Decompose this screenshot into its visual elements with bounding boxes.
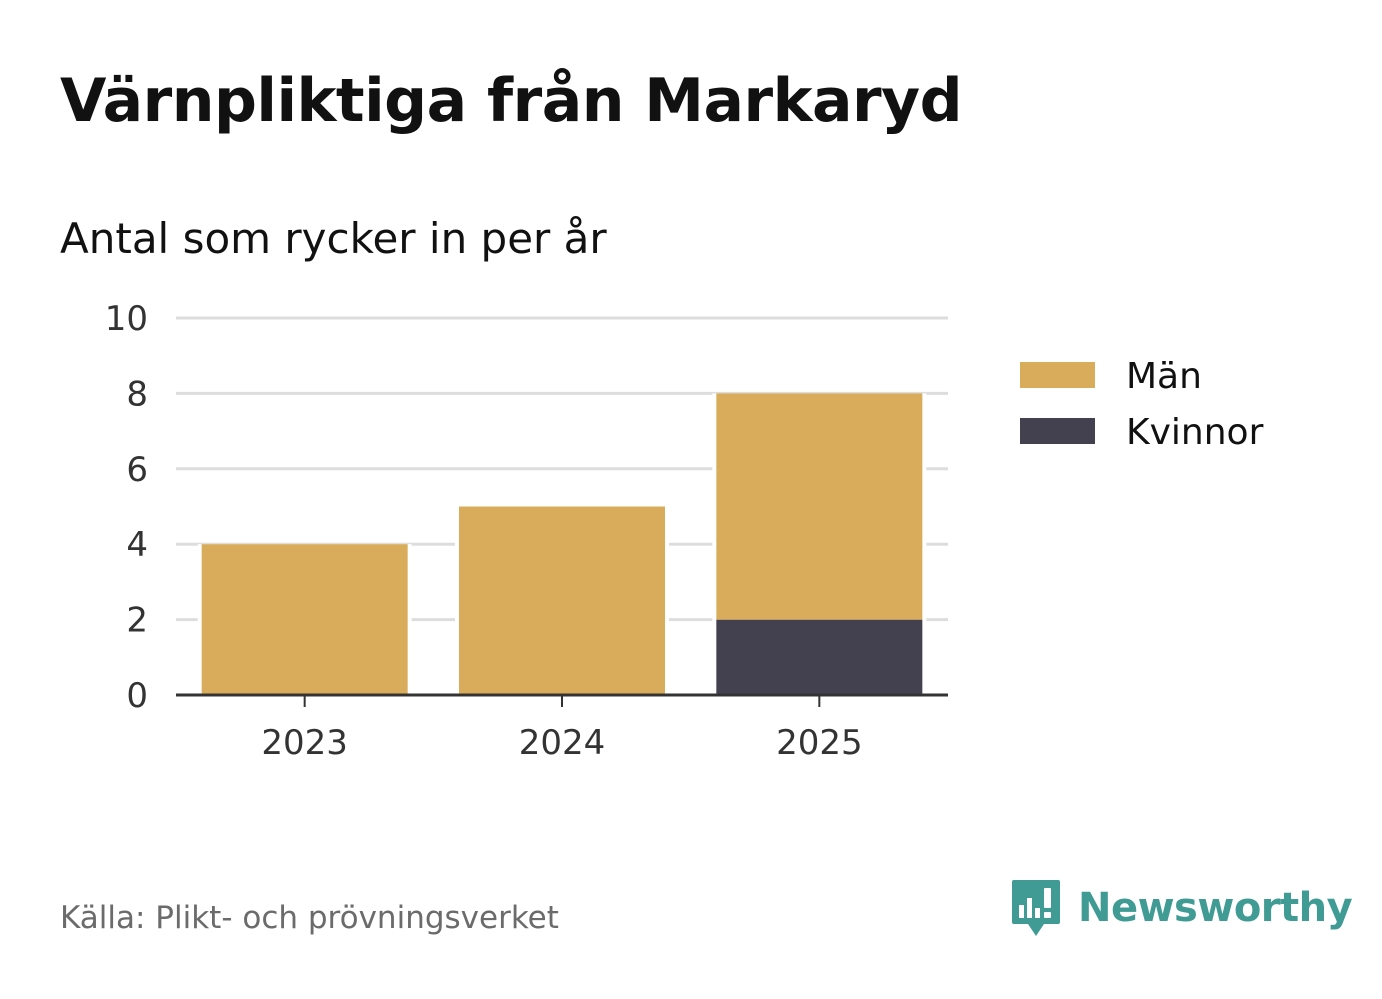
- bar-2025-kvinnor: [716, 619, 923, 695]
- chart-subtitle: Antal som rycker in per år: [60, 214, 607, 263]
- legend-swatch-män: [1020, 362, 1095, 388]
- y-tick-label: 0: [126, 676, 148, 716]
- bar-2024-män: [459, 506, 665, 695]
- bar-2025-män: [716, 393, 923, 620]
- x-tick-label-2023: 2023: [261, 723, 348, 763]
- brand-name: Newsworthy: [1078, 885, 1353, 931]
- y-tick-label: 4: [126, 525, 148, 565]
- legend: Män Kvinnor: [1020, 356, 1264, 453]
- axes: 0 2 4 6 8 10 2023 2024 2025: [105, 299, 948, 763]
- legend-swatch-kvinnor: [1020, 418, 1095, 444]
- brand-logo: Newsworthy: [1010, 878, 1353, 938]
- y-tick-label: 2: [126, 601, 148, 641]
- speech-bubble-bar-chart-icon: [1012, 880, 1060, 936]
- x-tick-label-2024: 2024: [519, 723, 606, 763]
- x-tick-label-2025: 2025: [776, 723, 863, 763]
- source-note: Källa: Plikt- och prövningsverket: [60, 900, 559, 936]
- y-tick-label: 8: [126, 374, 148, 414]
- chart-title: Värnpliktiga från Markaryd: [60, 66, 963, 136]
- stacked-bar-chart: 0 2 4 6 8 10 2023 2024 2025 Män Kvinnor: [105, 299, 1264, 763]
- legend-label-män: Män: [1126, 356, 1202, 397]
- bar-2023-män: [201, 544, 408, 695]
- y-tick-label: 6: [126, 450, 148, 490]
- bars: [197, 393, 927, 695]
- legend-label-kvinnor: Kvinnor: [1126, 412, 1264, 453]
- y-tick-label: 10: [105, 299, 148, 339]
